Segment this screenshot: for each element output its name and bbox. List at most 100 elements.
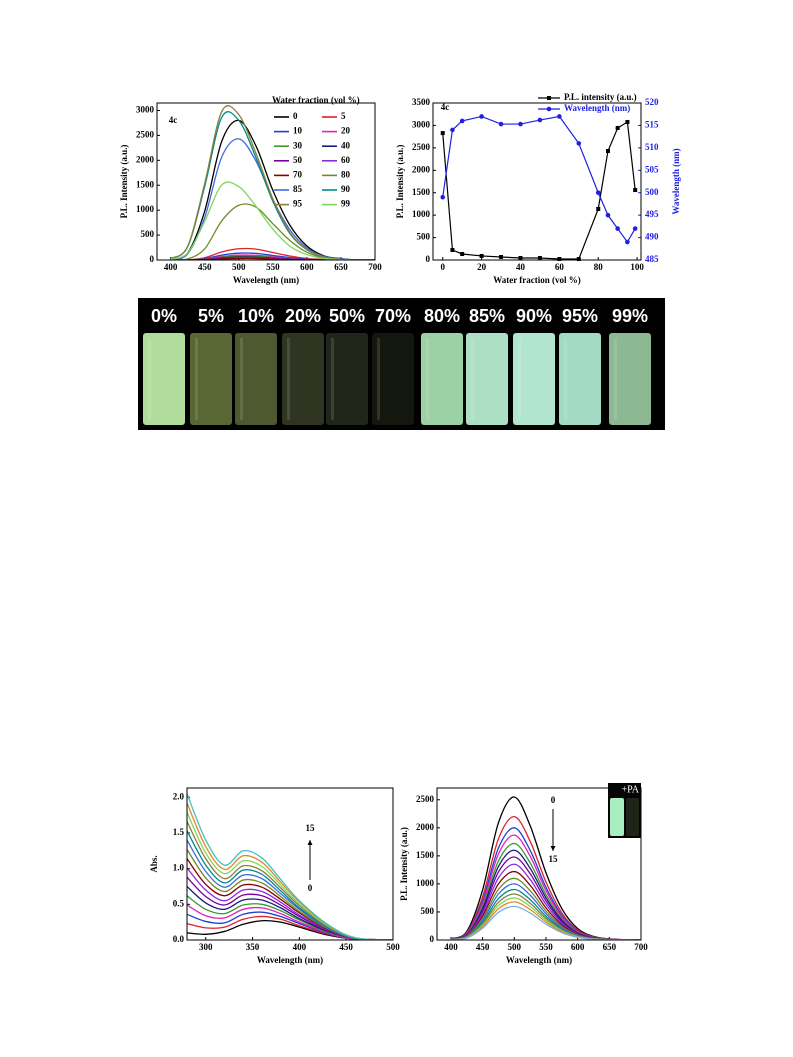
legend-label: 80 <box>341 169 351 179</box>
series-line <box>187 904 393 940</box>
vial <box>190 333 232 425</box>
point <box>633 188 638 193</box>
x-tick-label: 400 <box>444 942 458 952</box>
point <box>615 125 620 130</box>
x-tick-label: 650 <box>603 942 617 952</box>
y-tick-label: 0.0 <box>173 934 185 944</box>
vial <box>559 333 601 425</box>
x-tick-label: 600 <box>300 262 314 272</box>
y2-tick-label: 520 <box>645 97 659 107</box>
inset-vial-glow <box>610 798 624 836</box>
legend-label: 20 <box>341 126 351 136</box>
y-tick-label: 2000 <box>416 822 435 832</box>
point <box>459 118 465 124</box>
point <box>440 194 446 200</box>
x-tick-label: 400 <box>293 942 307 952</box>
legend-label: 90 <box>341 184 351 194</box>
vial-highlight <box>240 338 243 420</box>
x-axis-label: Wavelength (nm) <box>506 955 572 965</box>
plot-frame <box>186 787 394 941</box>
photo-label: 10% <box>238 306 274 326</box>
legend-marker <box>546 106 552 112</box>
point <box>537 255 542 260</box>
vial-highlight <box>518 338 521 420</box>
point <box>605 148 610 153</box>
y-tick-label: 3500 <box>412 97 431 107</box>
vial <box>372 333 414 425</box>
legend-label: 0 <box>293 111 298 121</box>
inset-vial-dark <box>626 798 639 836</box>
y-tick-label: 2500 <box>412 142 431 152</box>
legend-marker <box>547 96 551 100</box>
y-tick-label: 3000 <box>136 105 155 115</box>
photo-strip: 0% 5% 10% 20% 50% 70% 80% 85% 90% 95% 99% <box>138 298 665 430</box>
point <box>557 257 562 262</box>
inset-label: +PA <box>621 784 639 795</box>
y2-tick-label: 500 <box>645 187 659 197</box>
legend-label: 95 <box>293 199 303 209</box>
plot-frame <box>156 102 376 261</box>
chart: 0 20 40 60 80 1000500100015002000250030003500… <box>395 92 681 285</box>
y-tick-label: 2.0 <box>173 791 185 801</box>
x-axis-label: Water fraction (vol %) <box>493 275 581 285</box>
y-tick-label: 1500 <box>416 850 435 860</box>
x-tick-label: 500 <box>232 262 246 272</box>
x-axis-label: Wavelength (nm) <box>233 275 299 285</box>
photo-label: 5% <box>198 306 224 326</box>
point <box>605 212 611 218</box>
legend-label: 40 <box>341 140 351 150</box>
y-tick-label: 2500 <box>416 794 435 804</box>
annotation: 0 <box>308 883 313 893</box>
vial <box>235 333 277 425</box>
y-tick-label: 500 <box>421 906 435 916</box>
legend-label: 70 <box>293 169 303 179</box>
x-tick-label: 450 <box>476 942 490 952</box>
annotation: 4c <box>169 115 178 125</box>
x-tick-label: 550 <box>539 942 553 952</box>
point <box>440 131 445 136</box>
vial-highlight <box>148 338 151 420</box>
vial <box>609 333 651 425</box>
y2-tick-label: 510 <box>645 142 659 152</box>
x-tick-label: 40 <box>516 262 526 272</box>
legend-label: 30 <box>293 140 303 150</box>
point <box>632 226 638 231</box>
x-tick-label: 500 <box>508 942 522 952</box>
legend-label: 99 <box>341 199 351 209</box>
point <box>625 239 630 245</box>
series-line <box>442 115 636 244</box>
chart: 400 450 500 550 600 650 7000500100015002000250… <box>119 95 382 285</box>
photo-label: 0% <box>151 306 177 326</box>
y-tick-label: 1500 <box>412 187 431 197</box>
vial <box>513 333 555 425</box>
x-tick-label: 20 <box>477 262 487 272</box>
y-tick-label: 0.5 <box>173 898 185 908</box>
photo-label: 99% <box>612 306 648 326</box>
point <box>479 114 484 119</box>
annotation: 15 <box>306 823 316 833</box>
photo-label: 90% <box>516 306 552 326</box>
vial-highlight <box>426 338 429 420</box>
y2-tick-label: 505 <box>645 164 659 174</box>
legend-label: 50 <box>293 155 303 165</box>
y-tick-label: 500 <box>141 229 155 239</box>
series-line <box>442 120 636 260</box>
x-tick-label: 700 <box>368 262 382 272</box>
point <box>595 190 601 196</box>
y-tick-label: 1.0 <box>173 863 185 873</box>
y-tick-label: 500 <box>417 232 431 242</box>
y-axis-label: P.L. Intensity (a.u.) <box>119 145 129 219</box>
point <box>625 119 630 124</box>
y-axis-label: Abs. <box>149 855 159 872</box>
y2-axis-label: Wavelength (nm) <box>671 148 681 214</box>
point <box>557 114 562 119</box>
point <box>460 251 465 256</box>
series-line <box>187 793 393 940</box>
y2-tick-label: 515 <box>645 119 659 129</box>
vial-highlight <box>564 338 567 420</box>
point <box>576 257 581 262</box>
vial-highlight <box>331 338 334 420</box>
y-tick-label: 2000 <box>136 154 155 164</box>
vial-highlight <box>195 338 198 420</box>
